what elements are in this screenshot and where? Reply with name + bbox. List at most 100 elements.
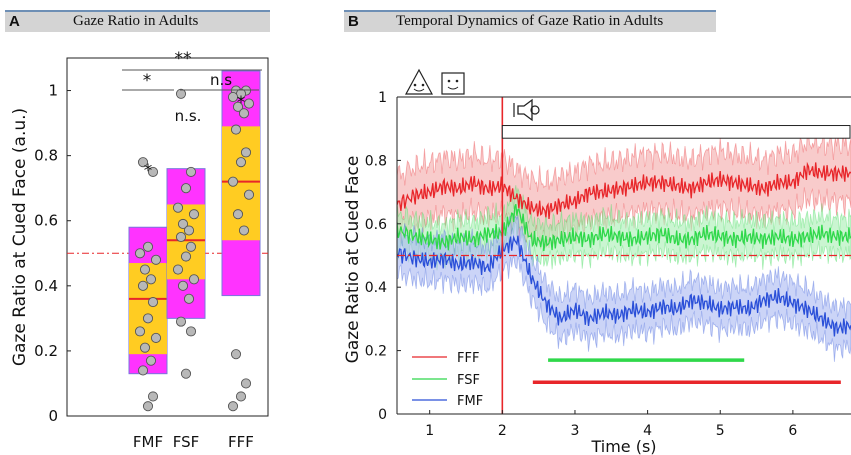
bracket-label: ** — [175, 49, 192, 69]
data-point — [134, 326, 146, 337]
panel-b-plot-area — [397, 126, 851, 362]
panel-a-y-tick-label: 0.2 — [34, 342, 58, 360]
data-point — [134, 248, 146, 259]
panel-b-title: Temporal Dynamics of Gaze Ratio in Adult… — [396, 13, 664, 29]
data-point — [139, 264, 151, 275]
square-face-eye — [455, 79, 459, 83]
data-point — [137, 365, 149, 376]
data-point — [175, 316, 187, 327]
square-face-eye — [447, 79, 451, 83]
megaphone-icon — [513, 98, 540, 122]
panel-a-y-tick-label: 0.4 — [34, 277, 58, 295]
data-point — [183, 225, 195, 236]
legend-label-fsf: FSF — [457, 373, 480, 388]
panel-a-x-tick-label: FFF — [228, 433, 254, 451]
significance-mark: * — [237, 93, 246, 113]
data-point — [137, 157, 149, 168]
panel-b-y-tick-label: 0.4 — [365, 280, 387, 296]
panel-b-y-tick-label: 1 — [378, 90, 387, 106]
data-point — [142, 241, 154, 252]
bracket-label: n.s — [210, 71, 232, 89]
panel-b-x-tick-label: 5 — [716, 423, 725, 439]
significance-mark: n.s. — [175, 107, 202, 125]
data-point — [145, 355, 157, 366]
data-point — [240, 147, 252, 158]
series-band-fsf — [397, 185, 851, 271]
data-point — [147, 297, 159, 308]
data-point — [180, 251, 192, 262]
data-point — [142, 401, 154, 412]
bracket-label: * — [143, 71, 152, 91]
series-line-fmf — [397, 234, 851, 337]
square-face-icon — [441, 72, 465, 95]
panel-b-y-tick-label: 0 — [378, 407, 387, 423]
panel-a-y-tick-label: 1 — [48, 82, 58, 100]
panel-b-x-tick-label: 3 — [571, 423, 580, 439]
series-line-fff — [397, 161, 851, 219]
data-point — [235, 391, 247, 402]
data-point — [142, 313, 154, 324]
data-point — [227, 176, 239, 187]
triangle-face-mouth — [413, 88, 425, 92]
data-point — [230, 124, 242, 135]
data-point — [188, 209, 200, 220]
data-point — [238, 225, 250, 236]
data-point — [227, 92, 239, 103]
data-point — [230, 349, 242, 360]
panel-a-y-tick-label: 0 — [48, 407, 58, 425]
data-point — [227, 401, 239, 412]
data-point — [185, 241, 197, 252]
data-point — [235, 157, 247, 168]
series-band-fmf — [397, 215, 851, 362]
panel-b-x-tick-label: 4 — [643, 423, 652, 439]
data-point — [177, 280, 189, 291]
square-face-mouth — [447, 86, 459, 90]
data-point — [240, 378, 252, 389]
significance-mark: * — [144, 161, 153, 181]
data-point — [147, 166, 159, 177]
data-point — [238, 108, 250, 119]
triangle-face-eye — [413, 83, 417, 87]
panel-b-y-tick-label: 0.8 — [365, 153, 387, 169]
panel-b-x-axis-label: Time (s) — [590, 437, 656, 455]
data-point — [177, 218, 189, 230]
panel-b-y-tick-label: 0.2 — [365, 344, 387, 360]
panel-b-x-tick-label: 2 — [498, 423, 507, 439]
panel-a-x-tick-label: FMF — [133, 433, 163, 451]
triangle-face-outline — [404, 68, 434, 95]
data-point — [232, 209, 244, 220]
data-point — [175, 231, 187, 243]
data-point — [232, 101, 244, 112]
data-point — [188, 274, 200, 285]
panel-b-x-tick-label: 6 — [788, 423, 797, 439]
legend-label-fff: FFF — [457, 351, 479, 366]
panel-a-y-axis-label: Gaze Ratio at Cued Face (a.u.) — [10, 108, 30, 366]
data-point — [185, 166, 197, 177]
data-point — [150, 332, 162, 343]
data-point — [145, 274, 157, 285]
panel-a-y-tick-label: 0.6 — [34, 212, 58, 230]
data-point — [180, 368, 192, 379]
square-face-outline — [441, 72, 465, 95]
data-point — [175, 88, 187, 99]
megaphone-sound — [530, 105, 540, 115]
stimulus-duration-bar — [501, 125, 851, 139]
data-point — [137, 280, 149, 291]
data-point — [172, 202, 184, 213]
data-point — [147, 391, 159, 402]
data-point — [243, 98, 255, 109]
data-point — [243, 189, 255, 200]
triangle-face-icon — [404, 68, 434, 95]
data-point — [150, 254, 162, 265]
data-point — [185, 326, 197, 337]
data-point — [139, 342, 151, 353]
panel-a-title: Gaze Ratio in Adults — [73, 13, 199, 29]
series-line-fsf — [397, 203, 851, 251]
panel-a-axes-frame — [66, 57, 269, 417]
legend-label-fmf: FMF — [457, 394, 483, 409]
box-iqr — [222, 126, 260, 241]
box-iqr — [167, 204, 205, 280]
panel-a-header: A Gaze Ratio in Adults — [5, 10, 270, 32]
panel-a-y-tick-label: 0.8 — [34, 147, 58, 165]
